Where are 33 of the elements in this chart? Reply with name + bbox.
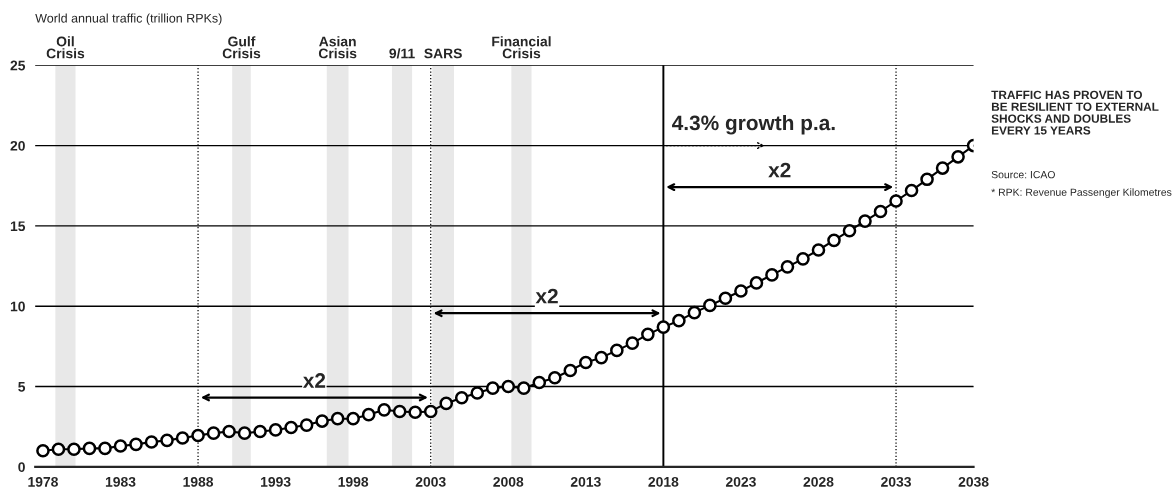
- band-label: Financial Crisis: [492, 36, 551, 59]
- x-tick-label: 1978: [28, 476, 58, 487]
- annotation: x2: [535, 288, 558, 304]
- y-tick-label: 10: [10, 301, 25, 312]
- annotation: x2: [768, 162, 791, 178]
- annotation: 4.3% growth p.a.: [672, 114, 835, 135]
- x-tick-label: 2033: [881, 476, 911, 487]
- text: * RPK: Revenue Passenger Kilometres: [991, 188, 1172, 198]
- y-tick-label: 20: [10, 140, 25, 151]
- x-tick-label: 1993: [261, 476, 291, 487]
- y-tick-label: 25: [10, 60, 26, 71]
- x-tick-label: 1983: [105, 476, 136, 487]
- y-axis-title: World annual traffic (trillion RPKs): [35, 13, 222, 26]
- x-tick-label: 2028: [803, 476, 834, 487]
- x-tick-label: 2023: [725, 476, 756, 487]
- x-tick-label: 2008: [493, 476, 524, 487]
- band-label: Oil Crisis: [46, 36, 85, 59]
- x-tick-label: 1998: [338, 476, 369, 487]
- x-tick-label: 2018: [648, 476, 679, 487]
- band-label: Asian Crisis: [318, 36, 357, 59]
- y-tick-label: 0: [18, 462, 25, 473]
- annotation: x2: [302, 373, 326, 388]
- y-tick-label: 15: [10, 221, 26, 232]
- text: TRAFFIC HAS PROVEN TO BE RESILIENT TO EXTERNAL SHOCKS AND DOUBLES EVERY 15 YEARS: [991, 90, 1159, 135]
- band-label: 9/11: [389, 48, 415, 59]
- band-label: Gulf Crisis: [222, 36, 261, 59]
- source-note: Source: ICAO: [991, 170, 1055, 179]
- x-tick-label: 2003: [415, 476, 446, 487]
- x-tick-label: 2013: [570, 476, 601, 487]
- band-label: SARS: [424, 48, 462, 59]
- y-tick-label: 5: [18, 382, 26, 392]
- x-tick-label: 1988: [183, 476, 214, 487]
- x-tick-label: 2038: [958, 476, 989, 487]
